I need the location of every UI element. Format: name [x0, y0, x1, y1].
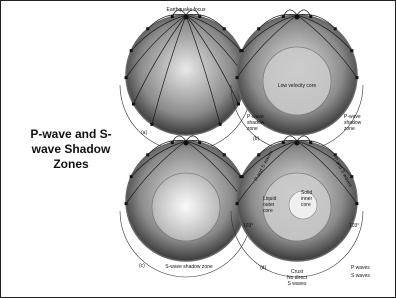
- annotation: zone: [344, 126, 355, 132]
- station-tick: [198, 141, 201, 144]
- station-tick: [237, 103, 240, 106]
- annotation: S waves: [288, 281, 307, 287]
- station-tick: [130, 175, 133, 178]
- station-tick: [198, 15, 201, 18]
- station-tick: [257, 27, 260, 30]
- station-tick: [257, 153, 260, 156]
- shadow-zone-figure: Earthquake focus (a) Low velocity core P…: [1, 1, 395, 297]
- focus: [295, 141, 300, 146]
- station-tick: [146, 153, 149, 156]
- station-tick: [309, 15, 312, 18]
- station-tick: [125, 76, 128, 79]
- annotation: P waves: [351, 265, 370, 271]
- annotation: Earthquake focus: [167, 7, 206, 13]
- annotation: zone: [247, 126, 258, 132]
- station-tick: [282, 141, 285, 144]
- station-tick: [282, 15, 285, 18]
- station-tick: [171, 141, 174, 144]
- annotation: 103°: [349, 223, 359, 229]
- station-tick: [355, 76, 358, 79]
- station-tick: [146, 27, 149, 30]
- station-tick: [355, 202, 358, 205]
- earth: [126, 15, 246, 135]
- station-tick: [236, 202, 239, 205]
- annotation: Low velocity core: [278, 83, 317, 89]
- station-tick: [334, 27, 337, 30]
- station-tick: [150, 123, 153, 126]
- station-tick: [132, 103, 135, 106]
- station-tick: [223, 153, 226, 156]
- station-tick: [171, 15, 174, 18]
- core: [152, 173, 220, 241]
- station-tick: [219, 123, 222, 126]
- station-tick: [350, 175, 353, 178]
- station-tick: [223, 27, 226, 30]
- annotation: S waves: [351, 273, 370, 279]
- station-tick: [350, 49, 353, 52]
- focus: [184, 141, 189, 146]
- annotation: 103°: [243, 223, 253, 229]
- station-tick: [236, 76, 239, 79]
- slide: P-wave and S-wave Shadow Zones Earthquak…: [0, 0, 396, 298]
- station-tick: [309, 141, 312, 144]
- core: [263, 47, 331, 115]
- focus: [184, 15, 189, 20]
- focus: [295, 15, 300, 20]
- annotation: core: [301, 202, 311, 208]
- station-tick: [241, 49, 244, 52]
- annotation: core: [263, 208, 273, 214]
- station-tick: [130, 49, 133, 52]
- panel-label: (b): [253, 136, 259, 142]
- station-tick: [241, 175, 244, 178]
- panel-label: (c): [139, 263, 145, 269]
- annotation: S-wave shadow zone: [165, 264, 213, 270]
- panel-label: (a): [141, 130, 147, 136]
- station-tick: [125, 202, 128, 205]
- panel-label: (d): [260, 265, 266, 271]
